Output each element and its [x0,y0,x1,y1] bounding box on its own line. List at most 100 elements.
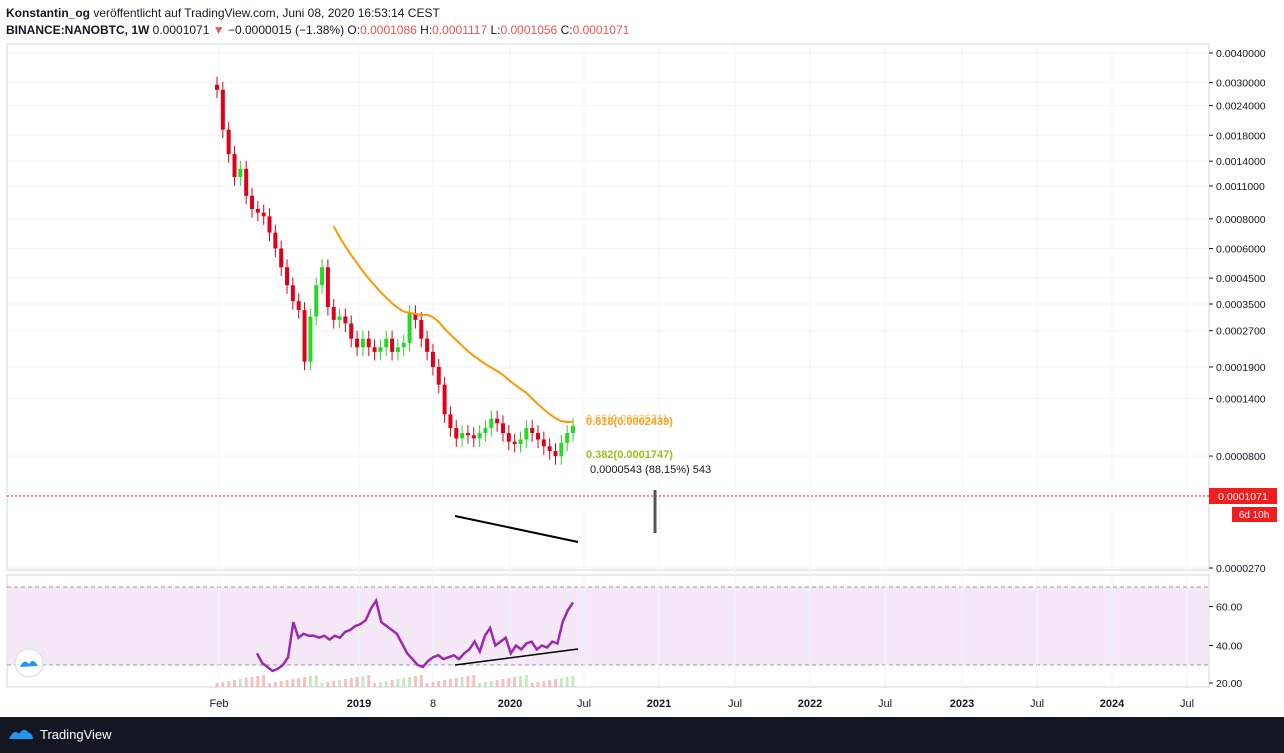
volume-bar [303,677,307,687]
volume-bar [268,683,272,687]
symbol-label[interactable]: BINANCE:NANOBTC, 1W [6,23,150,37]
volume-bar [454,678,458,687]
rsi-axis[interactable]: 60.00 40.00 20.00 [1209,602,1242,691]
volume-bar [437,681,441,687]
volume-bar [548,680,552,687]
candle-body [349,323,354,339]
volume-bar [238,679,242,687]
grid [7,44,1209,687]
author-name[interactable]: Konstantin_og [6,6,90,20]
time-tick-label: Jul [1180,698,1194,710]
candle-body [384,338,389,348]
candle-body [425,338,430,352]
price-tick-label: 0.0014000 [1216,156,1266,168]
volume-bar [227,681,231,687]
price-tick-label: 0.0001400 [1216,393,1266,405]
volume-bar [530,683,534,687]
footer: TradingView [0,717,1284,753]
volume-bar [262,675,266,687]
tradingview-brand[interactable]: TradingView [8,726,112,742]
symbol-line: BINANCE:NANOBTC, 1W 0.0001071 ▼ −0.00000… [6,23,629,37]
candle-body [541,439,546,447]
candles [215,76,575,465]
volume-bar [314,675,318,687]
time-axis[interactable]: Feb 2019 8 2020 Jul 2021 Jul 2022 Jul 2023 Jul 2024… [210,698,1195,710]
high-value: 0.0001117 [432,23,488,37]
candle-body [325,267,330,307]
price-chart[interactable]: 0.65(0.0002531) 0.618(0.0002439) 0.382(0… [0,42,1284,717]
candle-body [395,347,400,352]
price-tick-label: 0.0008000 [1216,214,1266,226]
volume-bar [279,681,283,687]
candle-body [250,195,255,210]
volume-bar [443,680,447,687]
candle-body [308,316,313,362]
candle-body [273,232,278,249]
price-tick-label: 0.0024000 [1216,101,1266,113]
candle-body [337,316,342,320]
current-price-tag [1209,488,1277,504]
volume-bar [472,675,476,687]
main-pane-frame [6,43,1210,571]
volume-bar [285,680,289,687]
candle-body [255,209,260,213]
candle-body [571,426,575,434]
volume-bar [501,679,505,687]
rsi-line[interactable] [255,597,575,673]
open-label: O: [347,23,361,37]
volume-bar [553,679,557,687]
price-tick-label: 0.0002700 [1216,326,1266,338]
price-trendline[interactable] [454,515,579,543]
volume-bar [326,682,330,687]
candle-body [302,310,307,362]
low-value: 0.0001056 [500,23,558,37]
volume-bar [489,681,493,687]
candle-body [535,433,540,440]
candle-body [430,351,435,367]
volume-bar [460,677,464,687]
price-axis[interactable]: 0.0040000 0.0030000 0.0024000 0.0018000 0.00… [1209,48,1266,575]
brand-name: TradingView [40,726,112,742]
time-tick-label: Feb [210,698,229,710]
price-tick-label: 0.0011000 [1216,181,1265,193]
volume-bar [396,679,400,687]
candle-body [244,168,249,196]
current-price-tag-text: 0.0001071 [1218,491,1268,503]
candle-body [314,285,319,317]
rsi-trendline[interactable] [454,648,579,666]
candle-body [483,428,488,434]
volume-bar [250,677,254,687]
fib-382-label: 0.382(0.0001747) [586,449,673,461]
tradingview-watermark-icon[interactable] [14,648,44,678]
volume-bar [425,683,429,687]
volume-bar [338,680,342,687]
candle-body [331,306,336,320]
chart-area[interactable]: 0.65(0.0002531) 0.618(0.0002439) 0.382(0… [0,42,1284,717]
price-tick-label: 0.0030000 [1216,78,1266,90]
close-value: 0.0001071 [572,23,630,37]
candle-body [559,442,564,457]
candle-body [378,347,383,352]
low-label: L: [490,23,501,37]
volume-bar [273,682,277,687]
candle-body [290,285,295,302]
publish-line: Konstantin_og veröffentlicht auf Trading… [6,6,440,20]
candle-body [413,313,418,320]
volume-bar [408,677,412,687]
moving-average-line[interactable] [332,225,574,424]
volume-bar [559,678,563,687]
price-tick-label: 0.0018000 [1216,130,1266,142]
rsi-band [7,587,1209,665]
volume-bar [221,682,225,687]
time-tick-label: 2024 [1100,698,1125,710]
candle-body [261,212,266,217]
fib-618-label: 0.618(0.0002439) [586,416,673,428]
candle-body [436,366,441,385]
candle-body [500,423,505,434]
volume-bar [361,676,365,687]
candle-body [296,301,301,311]
time-tick-label: Jul [728,698,742,710]
volume-bar [373,683,377,687]
volume-bar [448,679,452,687]
candle-body [530,428,535,434]
